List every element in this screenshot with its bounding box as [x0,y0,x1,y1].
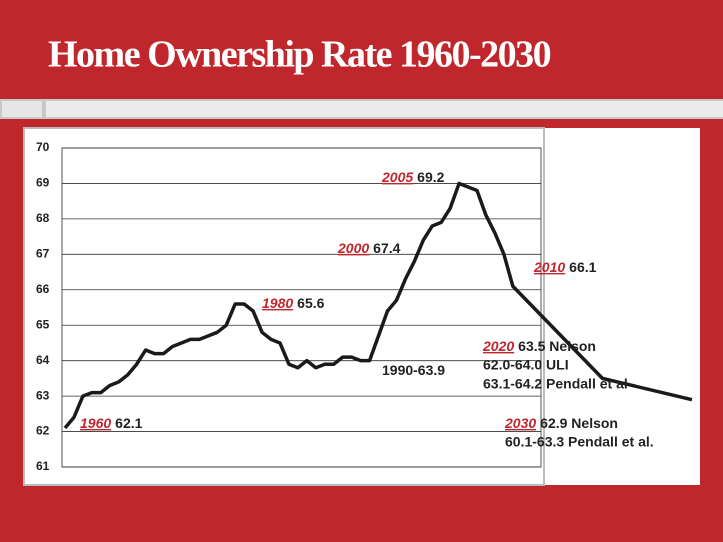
annotation-value: 66.1 [569,259,596,275]
annotation: 2030 62.9 Nelson [504,415,618,431]
annotation: 2010 66.1 [533,259,597,275]
y-tick-label: 66 [36,282,50,296]
annotation-line: 60.1-63.3 Pendall et al. [505,434,654,450]
chart-frame [23,127,545,486]
y-tick-label: 69 [36,176,50,190]
annotation-value: 62.1 [115,415,142,431]
y-tick-label: 70 [36,140,50,154]
divider-box [46,101,723,117]
annotation-year: 2000 [337,240,369,256]
annotation-line: 62.0-64.0 ULI [483,357,569,373]
y-tick-label: 62 [36,424,50,438]
annotation-value: 62.9 Nelson [540,415,618,431]
data-line [63,181,693,430]
annotation-value: 69.2 [417,169,444,185]
annotation-value: 67.4 [373,240,400,256]
slide-title: Home Ownership Rate 1960-2030 [48,34,551,76]
divider-box [2,101,42,117]
annotation-line: 63.1-64.2 Pendall et al [483,376,628,392]
annotation: 1990-63.9 [382,362,445,378]
annotation-value: 63.5 Nelson [518,338,596,354]
annotation-year: 2030 [504,415,536,431]
annotation-year: 2020 [482,338,514,354]
annotation: 1980 65.6 [262,295,325,311]
y-tick-label: 67 [36,247,50,261]
annotation-value: 65.6 [297,295,324,311]
annotation: 1960 62.1 [80,415,143,431]
annotation-year: 2005 [381,169,413,185]
y-tick-label: 61 [36,459,50,473]
annotation-year: 1980 [262,295,293,311]
annotation: 2005 69.2 [381,169,445,185]
annotation-year: 2010 [533,259,565,275]
y-tick-label: 64 [36,353,50,367]
annotation-year: 1960 [80,415,111,431]
annotation: 2000 67.4 [337,240,401,256]
annotation-value: 1990-63.9 [382,362,445,378]
annotation: 2020 63.5 Nelson [482,338,596,354]
y-tick-label: 63 [36,388,50,402]
plot-area [61,147,542,468]
y-tick-label: 65 [36,317,50,331]
y-tick-label: 68 [36,211,50,225]
